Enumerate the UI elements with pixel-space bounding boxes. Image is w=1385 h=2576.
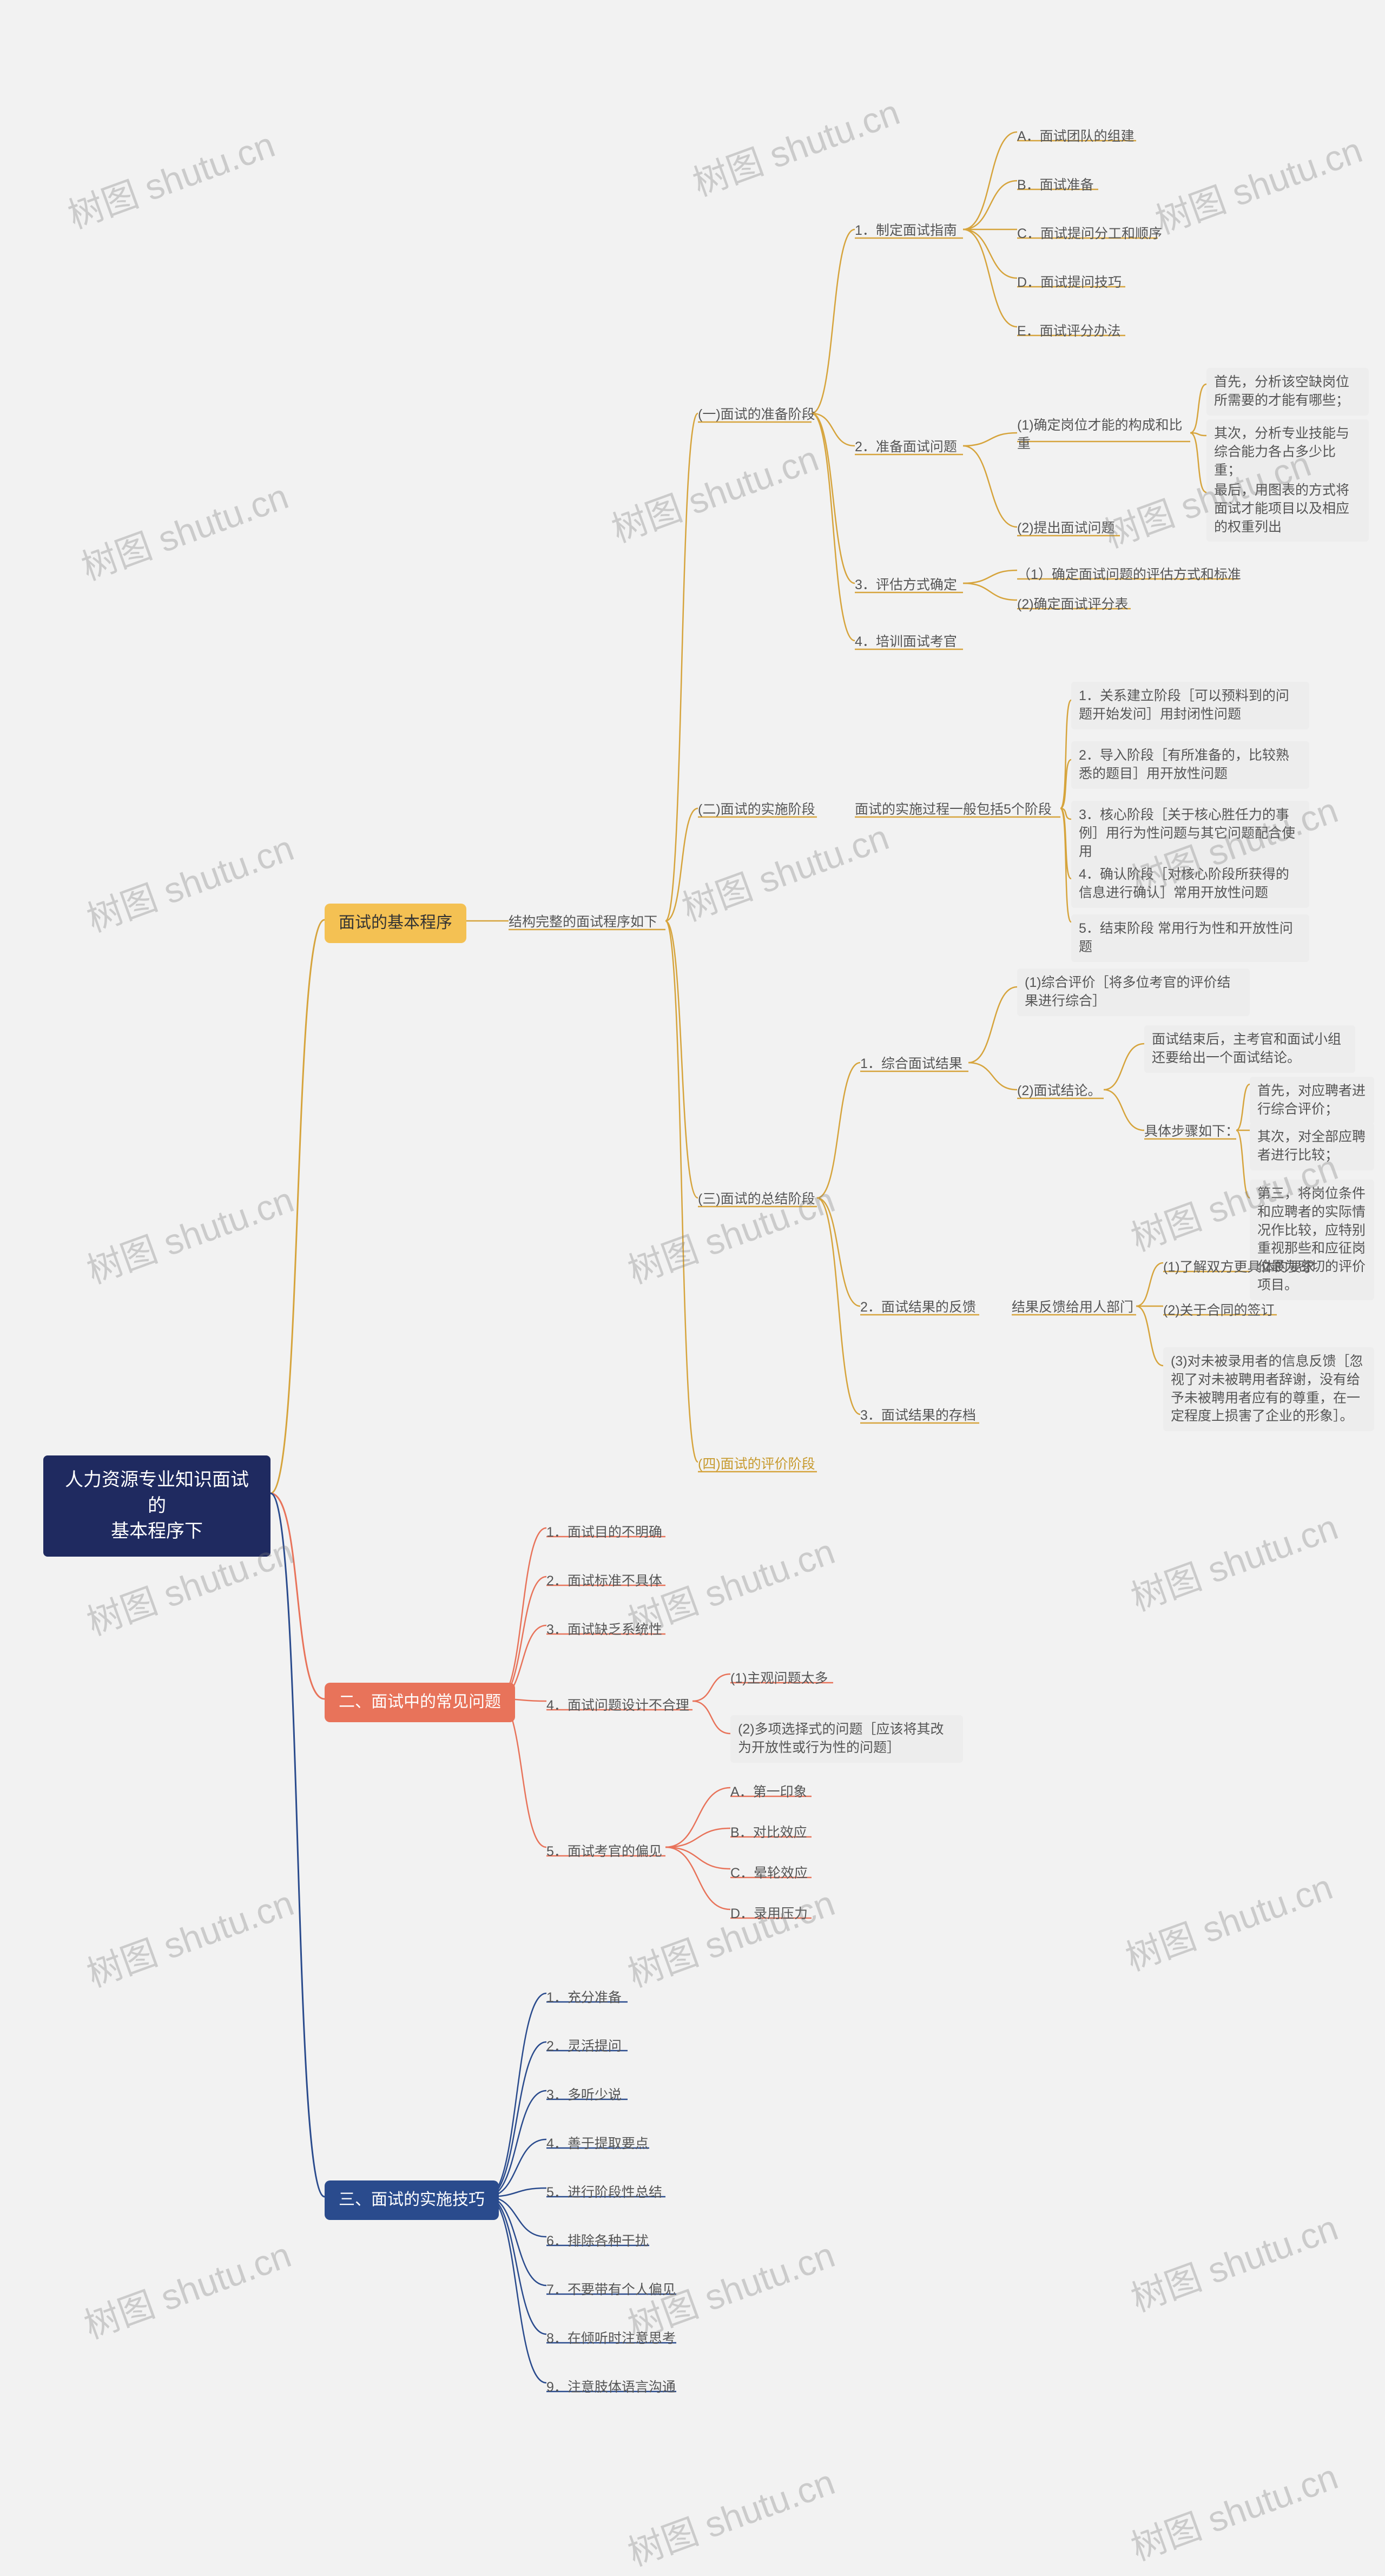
- mindmap-container: 人力资源专业知识面试的基本程序下 面试的基本程序 结构完整的面试程序如下 (一)…: [0, 0, 1385, 2559]
- p3-1b2-item-1: 其次，对全部应聘者进行比较；: [1250, 1123, 1374, 1170]
- p1-1-item-2: C．面试提问分工和顺序: [1017, 222, 1162, 247]
- p2-item-0: 1．关系建立阶段［可以预料到的问题开始发问］用封闭性问题: [1071, 682, 1309, 729]
- watermark: 树图 shutu.cn: [1123, 1499, 1344, 1622]
- p1-2a-item-1: 其次，分析专业技能与综合能力各占多少比重；: [1206, 419, 1369, 485]
- p1-2a: (1)确定岗位才能的构成和比重: [1017, 417, 1196, 453]
- b2-5-item-0: A．第一印象: [730, 1780, 807, 1805]
- b2-5-item-2: C．晕轮效应: [730, 1861, 808, 1886]
- b3-item-5: 6．排除各种干扰: [546, 2229, 649, 2254]
- p3-2-item-0: (1)了解双方更具体的要求: [1163, 1255, 1315, 1280]
- p3-1b-2: 具体步骤如下：: [1144, 1123, 1239, 1141]
- p3-2-item-2: (3)对未被录用者的信息反馈［忽视了对未被聘用者辞谢，没有给予未被聘用者应有的尊…: [1163, 1347, 1374, 1431]
- watermark: 树图 shutu.cn: [60, 116, 281, 239]
- watermark: 树图 shutu.cn: [79, 1875, 300, 1998]
- watermark: 树图 shutu.cn: [620, 1875, 841, 1998]
- p2-item-4: 5．结束阶段 常用行为性和开放性问题: [1071, 914, 1309, 962]
- p2-item-3: 4．确认阶段［对核心阶段所获得的信息进行确认］常用开放性问题: [1071, 860, 1309, 908]
- p3-2-sub: 结果反馈给用人部门: [1012, 1299, 1133, 1317]
- p3-2: 2．面试结果的反馈: [860, 1299, 976, 1317]
- b3-item-0: 1．充分准备: [546, 1986, 622, 2011]
- phase-3: (三)面试的总结阶段: [698, 1190, 815, 1209]
- p1-4: 4．培训面试考官: [855, 633, 957, 651]
- b2-item-0: 1．面试目的不明确: [546, 1520, 662, 1545]
- p3-1: 1．综合面试结果: [860, 1055, 962, 1073]
- b3-item-6: 7．不要带有个人偏见: [546, 2278, 676, 2303]
- p1-2: 2．准备面试问题: [855, 438, 957, 457]
- branch-techniques: 三、面试的实施技巧: [325, 2180, 499, 2220]
- b2-item-1: 2．面试标准不具体: [546, 1569, 662, 1594]
- b1-subtitle: 结构完整的面试程序如下: [509, 913, 657, 932]
- watermark: 树图 shutu.cn: [620, 2454, 841, 2576]
- p1-1: 1．制定面试指南: [855, 222, 957, 240]
- p1-1-item-1: B．面试准备: [1017, 173, 1094, 198]
- p3-1b2-item-2: 第三，将岗位条件和应聘者的实际情况作比较，应特别重视那些和应征岗位最为密切的评价…: [1250, 1180, 1374, 1300]
- p3-1a-0: (1)综合评价［将多位考官的评价结果进行综合］: [1017, 969, 1250, 1016]
- watermark: 树图 shutu.cn: [685, 84, 906, 207]
- branch-common-problems: 二、面试中的常见问题: [325, 1683, 515, 1722]
- p1-1-item-3: D．面试提问技巧: [1017, 271, 1122, 295]
- p1-3-item-0: （1）确定面试问题的评估方式和标准: [1017, 563, 1241, 588]
- p1-3: 3．评估方式确定: [855, 576, 957, 595]
- phase-2-sub: 面试的实施过程一般包括5个阶段: [855, 801, 1052, 819]
- b3-item-1: 2．灵活提问: [546, 2034, 622, 2059]
- p1-2a-item-2: 最后，用图表的方式将面试才能项目以及相应的权重列出: [1206, 476, 1369, 542]
- watermark: 树图 shutu.cn: [1123, 2448, 1344, 2571]
- watermark: 树图 shutu.cn: [1147, 122, 1369, 245]
- p3-1b2-item-0: 首先，对应聘者进行综合评价；: [1250, 1077, 1374, 1124]
- p3-1b-1-0: 面试结束后，主考官和面试小组还要给出一个面试结论。: [1144, 1025, 1355, 1073]
- b2-5-item-3: D．录用压力: [730, 1902, 808, 1927]
- b2-item-2: 3．面试缺乏系统性: [546, 1618, 662, 1643]
- b2-4-item-0: (1)主观问题太多: [730, 1666, 828, 1691]
- p1-2a-item-0: 首先，分析该空缺岗位所需要的才能有哪些；: [1206, 368, 1369, 416]
- p3-3: 3．面试结果的存档: [860, 1407, 976, 1425]
- watermark: 树图 shutu.cn: [74, 468, 295, 591]
- b3-item-4: 5．进行阶段性总结: [546, 2180, 662, 2205]
- watermark: 树图 shutu.cn: [1118, 1859, 1339, 1981]
- branch-interview-procedure: 面试的基本程序: [325, 904, 466, 943]
- watermark: 树图 shutu.cn: [674, 809, 895, 932]
- watermark: 树图 shutu.cn: [1123, 2199, 1344, 2322]
- watermark: 树图 shutu.cn: [79, 820, 300, 943]
- p3-2-item-1: (2)关于合同的签订: [1163, 1299, 1275, 1323]
- watermark: 树图 shutu.cn: [79, 1171, 300, 1294]
- b2-4-item-1: (2)多项选择式的问题［应该将其改为开放性或行为性的问题］: [730, 1715, 963, 1763]
- b2-5-item-1: B．对比效应: [730, 1821, 807, 1846]
- p1-1-item-4: E．面试评分办法: [1017, 319, 1121, 344]
- p2-item-2: 3．核心阶段［关于核心胜任力的事例］用行为性问题与其它问题配合使用: [1071, 801, 1309, 866]
- b2-item-4: 5．面试考官的偏见: [546, 1840, 662, 1865]
- watermark: 树图 shutu.cn: [604, 430, 825, 553]
- phase-2: (二)面试的实施阶段: [698, 801, 815, 819]
- b3-item-3: 4．善于提取要点: [546, 2132, 649, 2157]
- p3-1b: (2)面试结论。: [1017, 1082, 1102, 1101]
- watermark: 树图 shutu.cn: [620, 1171, 841, 1294]
- b3-item-7: 8．在倾听时注意思考: [546, 2327, 676, 2351]
- watermark: 树图 shutu.cn: [76, 2226, 298, 2349]
- p1-1-item-0: A．面试团队的组建: [1017, 124, 1135, 149]
- p1-3-item-1: (2)确定面试评分表: [1017, 592, 1129, 617]
- root-node: 人力资源专业知识面试的基本程序下: [43, 1455, 271, 1557]
- p2-item-1: 2．导入阶段［有所准备的，比较熟悉的题目］用开放性问题: [1071, 741, 1309, 789]
- phase-4: (四)面试的评价阶段: [698, 1455, 815, 1474]
- p1-2b: (2)提出面试问题: [1017, 519, 1115, 538]
- b3-item-8: 9．注意肢体语言沟通: [546, 2375, 676, 2400]
- phase-1: (一)面试的准备阶段: [698, 406, 815, 424]
- b3-item-2: 3．多听少说: [546, 2083, 622, 2108]
- b2-item-3: 4．面试问题设计不合理: [546, 1694, 689, 1718]
